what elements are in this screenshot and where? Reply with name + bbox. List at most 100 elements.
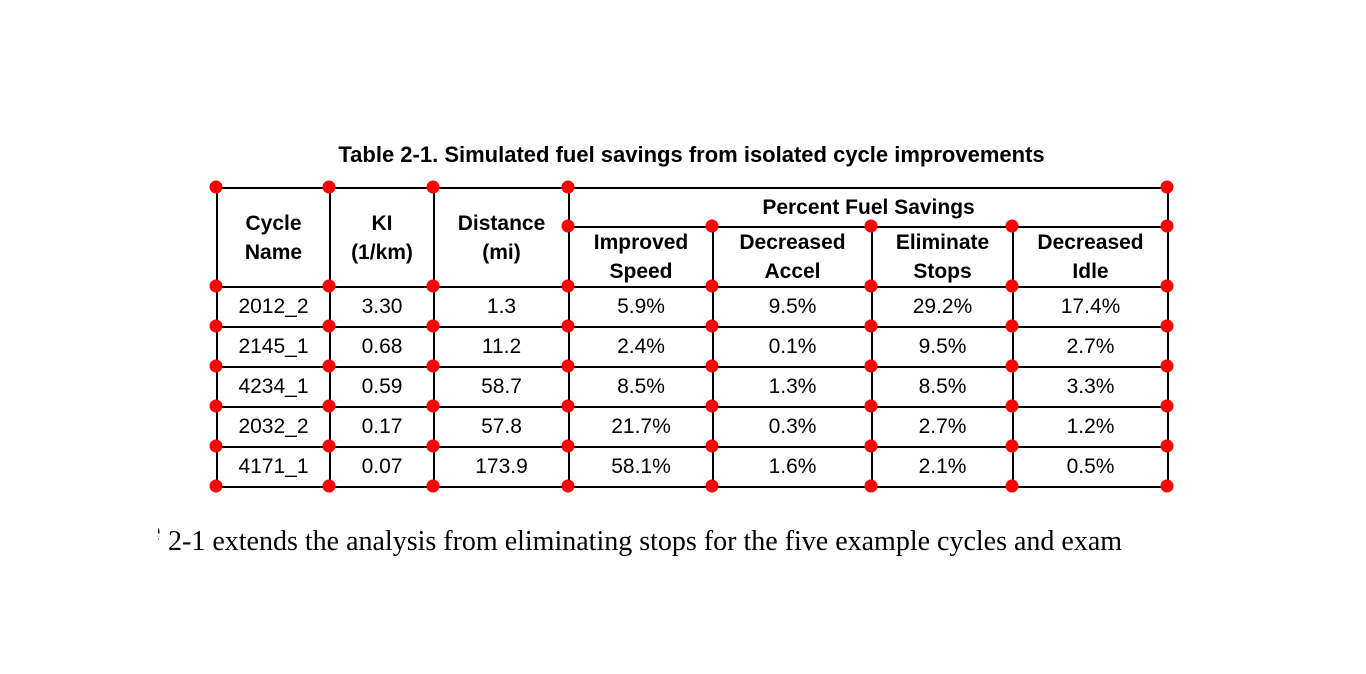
grid-marker-dot[interactable] bbox=[426, 439, 440, 453]
cell-improved-speed: 8.5% bbox=[568, 366, 714, 408]
sub-header-improved-speed: Improved Speed bbox=[568, 226, 714, 288]
sub-header-eliminate-stops: Eliminate Stops bbox=[871, 226, 1014, 288]
grid-marker-dot[interactable] bbox=[1160, 180, 1174, 194]
grid-marker-dot[interactable] bbox=[1005, 219, 1019, 233]
cell-decreased-accel: 0.3% bbox=[712, 406, 873, 448]
cell-cycle-name: 4171_1 bbox=[216, 446, 331, 488]
grid-marker-dot[interactable] bbox=[209, 399, 223, 413]
cell-ki: 3.30 bbox=[329, 286, 435, 328]
grid-marker-dot[interactable] bbox=[561, 479, 575, 493]
grid-marker-dot[interactable] bbox=[322, 479, 336, 493]
grid-marker-dot[interactable] bbox=[426, 180, 440, 194]
grid-marker-dot[interactable] bbox=[322, 279, 336, 293]
grid-marker-dot[interactable] bbox=[561, 319, 575, 333]
grid-marker-dot[interactable] bbox=[705, 219, 719, 233]
sub-header-decreased-idle: Decreased Idle bbox=[1011, 226, 1170, 288]
cell-decreased-accel: 9.5% bbox=[712, 286, 873, 328]
cell-distance: 58.7 bbox=[433, 366, 570, 408]
grid-marker-dot[interactable] bbox=[1005, 279, 1019, 293]
grid-marker-dot[interactable] bbox=[864, 479, 878, 493]
grid-marker-dot[interactable] bbox=[1160, 359, 1174, 373]
table-row: 4234_1 0.59 58.7 8.5% 1.3% 8.5% 3.3% bbox=[216, 366, 1170, 408]
grid-marker-dot[interactable] bbox=[209, 180, 223, 194]
table-header-row-sub: Improved Speed Decreased Accel Eliminate… bbox=[217, 226, 1170, 288]
cell-ki: 0.59 bbox=[329, 366, 435, 408]
cell-ki: 0.68 bbox=[329, 326, 435, 368]
grid-marker-dot[interactable] bbox=[1160, 219, 1174, 233]
cell-cycle-name: 4234_1 bbox=[216, 366, 331, 408]
grid-marker-dot[interactable] bbox=[322, 439, 336, 453]
col-header-distance: Distance (mi) bbox=[433, 187, 570, 288]
grid-marker-dot[interactable] bbox=[864, 319, 878, 333]
cell-decreased-idle: 0.5% bbox=[1011, 446, 1170, 488]
grid-marker-dot[interactable] bbox=[426, 399, 440, 413]
grid-marker-dot[interactable] bbox=[1005, 479, 1019, 493]
grid-marker-dot[interactable] bbox=[705, 319, 719, 333]
grid-marker-dot[interactable] bbox=[705, 439, 719, 453]
cell-eliminate-stops: 9.5% bbox=[871, 326, 1014, 368]
grid-marker-dot[interactable] bbox=[705, 279, 719, 293]
grid-marker-dot[interactable] bbox=[705, 479, 719, 493]
grid-marker-dot[interactable] bbox=[864, 439, 878, 453]
cell-improved-speed: 58.1% bbox=[568, 446, 714, 488]
grid-marker-dot[interactable] bbox=[1160, 439, 1174, 453]
cell-distance: 57.8 bbox=[433, 406, 570, 448]
grid-marker-dot[interactable] bbox=[864, 359, 878, 373]
table-row: 2012_2 3.30 1.3 5.9% 9.5% 29.2% 17.4% bbox=[216, 286, 1170, 328]
grid-marker-dot[interactable] bbox=[426, 279, 440, 293]
cell-decreased-idle: 1.2% bbox=[1011, 406, 1170, 448]
grid-marker-dot[interactable] bbox=[864, 219, 878, 233]
grid-marker-dot[interactable] bbox=[322, 180, 336, 194]
table-title: Table 2-1. Simulated fuel savings from i… bbox=[338, 142, 1045, 167]
grid-marker-dot[interactable] bbox=[561, 180, 575, 194]
grid-marker-dot[interactable] bbox=[705, 399, 719, 413]
fuel-savings-table: Cycle Name KI (1/km) Distance (mi) Perce… bbox=[216, 187, 1170, 488]
grid-marker-dot[interactable] bbox=[209, 439, 223, 453]
col-header-cycle-name: Cycle Name bbox=[216, 187, 331, 288]
cell-improved-speed: 21.7% bbox=[568, 406, 714, 448]
grid-marker-dot[interactable] bbox=[561, 439, 575, 453]
table-row: 2145_1 0.68 11.2 2.4% 0.1% 9.5% 2.7% bbox=[216, 326, 1170, 368]
grid-marker-dot[interactable] bbox=[705, 359, 719, 373]
grid-marker-dot[interactable] bbox=[1005, 359, 1019, 373]
cell-eliminate-stops: 8.5% bbox=[871, 366, 1014, 408]
cell-cycle-name: 2012_2 bbox=[216, 286, 331, 328]
grid-marker-dot[interactable] bbox=[864, 279, 878, 293]
table-header-row-top: Cycle Name KI (1/km) Distance (mi) Perce… bbox=[216, 187, 1170, 288]
grid-marker-dot[interactable] bbox=[1160, 479, 1174, 493]
grid-marker-dot[interactable] bbox=[561, 219, 575, 233]
cell-cycle-name: 2145_1 bbox=[216, 326, 331, 368]
cell-decreased-idle: 3.3% bbox=[1011, 366, 1170, 408]
cell-decreased-accel: 1.3% bbox=[712, 366, 873, 408]
table-region: Cycle Name KI (1/km) Distance (mi) Perce… bbox=[209, 180, 1174, 493]
grid-marker-dot[interactable] bbox=[426, 319, 440, 333]
grid-marker-dot[interactable] bbox=[561, 359, 575, 373]
grid-marker-dot[interactable] bbox=[1160, 279, 1174, 293]
grid-marker-dot[interactable] bbox=[322, 399, 336, 413]
grid-marker-dot[interactable] bbox=[561, 399, 575, 413]
grid-marker-dot[interactable] bbox=[426, 359, 440, 373]
grid-marker-dot[interactable] bbox=[322, 319, 336, 333]
grid-marker-dot[interactable] bbox=[209, 279, 223, 293]
cell-decreased-idle: 2.7% bbox=[1011, 326, 1170, 368]
grid-marker-dot[interactable] bbox=[864, 399, 878, 413]
table-row: 4171_1 0.07 173.9 58.1% 1.6% 2.1% 0.5% bbox=[216, 446, 1170, 488]
grid-marker-dot[interactable] bbox=[209, 479, 223, 493]
grid-marker-dot[interactable] bbox=[1005, 399, 1019, 413]
grid-marker-dot[interactable] bbox=[426, 479, 440, 493]
grid-marker-dot[interactable] bbox=[209, 319, 223, 333]
cell-distance: 11.2 bbox=[433, 326, 570, 368]
grid-marker-dot[interactable] bbox=[1160, 399, 1174, 413]
grid-marker-dot[interactable] bbox=[1005, 439, 1019, 453]
col-header-ki: KI (1/km) bbox=[329, 187, 435, 288]
grid-marker-dot[interactable] bbox=[1160, 319, 1174, 333]
grid-marker-dot[interactable] bbox=[209, 359, 223, 373]
cell-improved-speed: 2.4% bbox=[568, 326, 714, 368]
cell-cycle-name: 2032_2 bbox=[216, 406, 331, 448]
cell-decreased-accel: 1.6% bbox=[712, 446, 873, 488]
grid-marker-dot[interactable] bbox=[1005, 319, 1019, 333]
body-text-line: e2-1 extends the analysis from eliminati… bbox=[158, 514, 1338, 560]
table-row: 2032_2 0.17 57.8 21.7% 0.3% 2.7% 1.2% bbox=[216, 406, 1170, 448]
grid-marker-dot[interactable] bbox=[322, 359, 336, 373]
grid-marker-dot[interactable] bbox=[561, 279, 575, 293]
